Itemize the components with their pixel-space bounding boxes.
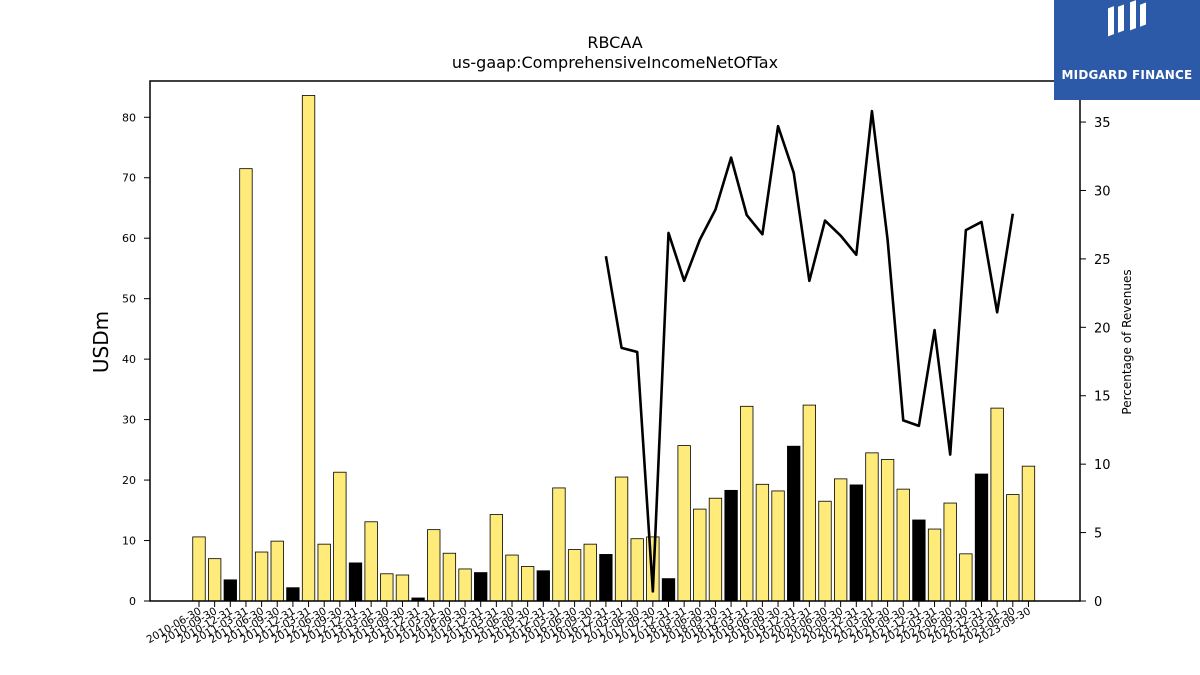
bar-2021-03-31 — [865, 452, 879, 602]
chart-subtitle: us-gaap:ComprehensiveIncomeNetOfTax — [452, 53, 778, 72]
bar-2013-03-31 — [364, 521, 378, 602]
bar-2017-03-31 — [614, 476, 629, 602]
y2-tick-label: 25 — [1094, 253, 1111, 268]
bar-2019-12-31 — [787, 445, 801, 602]
bar-2014-09-30 — [458, 568, 472, 602]
bar-2016-12-31 — [599, 554, 613, 602]
y2-tick-label: 10 — [1094, 458, 1111, 473]
y-tick-label: 20 — [122, 474, 136, 487]
y-tick-label: 30 — [122, 414, 136, 427]
bar-2020-06-30 — [818, 500, 832, 602]
x-axis: 2010-06-302010-09-302010-12-312011-03-31… — [145, 601, 1033, 646]
bar-2014-03-31 — [427, 529, 441, 602]
y2-tick-label: 5 — [1094, 527, 1102, 542]
bar-2016-06-30 — [567, 549, 582, 602]
y2-tick-label: 15 — [1094, 390, 1111, 405]
y-tick-label: 0 — [129, 595, 136, 608]
bar-2018-12-31 — [724, 489, 738, 602]
bar-2015-12-31 — [536, 570, 550, 602]
bar-2016-03-31 — [552, 487, 566, 602]
bar-2021-12-31 — [912, 519, 926, 602]
bar-2021-06-30 — [880, 459, 895, 602]
bar-2011-12-31 — [286, 587, 300, 602]
bar-2022-09-30 — [959, 553, 973, 602]
y-tick-label: 80 — [122, 111, 136, 124]
bar-2016-09-30 — [583, 543, 597, 602]
bar-2010-12-31 — [223, 579, 237, 602]
y-tick-label: 60 — [122, 232, 136, 245]
bar-2011-03-31 — [239, 168, 253, 602]
bar-2023-03-31 — [990, 407, 1004, 602]
y2-tick-label: 20 — [1094, 321, 1111, 336]
y-tick-label: 40 — [122, 353, 136, 366]
pct-revenue-line — [604, 109, 1015, 593]
bar-2022-03-31 — [927, 528, 942, 602]
bar-2019-09-30 — [771, 490, 785, 602]
y-axis-right: 0 5 10 15 20 25 30 35 — [1080, 116, 1111, 610]
bar-2015-03-31 — [489, 514, 504, 602]
bar-2022-06-30 — [943, 502, 957, 602]
bar-2010-09-30 — [207, 558, 222, 602]
bar-2018-09-30 — [708, 497, 723, 602]
line-series — [604, 109, 1015, 593]
y2-axis-label: Percentage of Revenues — [1120, 269, 1134, 414]
bar-2013-09-30 — [395, 574, 410, 602]
bar-2013-06-30 — [380, 573, 394, 602]
bar-2017-06-30 — [630, 538, 644, 602]
bar-series — [192, 95, 1036, 602]
bar-2020-03-31 — [802, 404, 816, 602]
bar-2020-12-31 — [849, 484, 863, 602]
bar-2021-09-30 — [896, 488, 910, 602]
bar-2023-09-30 — [1021, 465, 1036, 602]
plot-frame — [149, 80, 1081, 602]
chart-title: RBCAA — [587, 33, 642, 52]
y-axis-left: 0 10 20 30 40 50 60 70 80 — [122, 111, 150, 608]
y-tick-label: 10 — [122, 535, 136, 548]
bar-2022-12-31 — [974, 473, 989, 602]
bar-2014-06-30 — [442, 552, 457, 602]
y-axis-label: USDm — [89, 311, 113, 373]
bar-2011-06-30 — [254, 551, 269, 602]
bar-2018-03-31 — [677, 445, 691, 602]
bar-2011-09-30 — [270, 540, 284, 602]
bar-2019-03-31 — [740, 405, 754, 602]
y2-tick-label: 30 — [1094, 184, 1111, 199]
y2-tick-label: 35 — [1094, 116, 1111, 131]
logo-mark-icon — [1108, 0, 1146, 37]
bar-2012-06-30 — [317, 543, 331, 602]
bar-2012-09-30 — [333, 471, 347, 602]
bar-2015-06-30 — [505, 554, 519, 602]
bar-2019-06-30 — [755, 483, 770, 602]
logo-text: MIDGARD FINANCE — [1061, 68, 1193, 82]
bar-2020-09-30 — [834, 478, 848, 602]
bar-2010-06-30 — [192, 536, 206, 602]
y2-tick-label: 0 — [1094, 595, 1102, 610]
y-tick-label: 70 — [122, 172, 136, 185]
bar-2012-12-31 — [348, 562, 363, 602]
bar-2017-12-31 — [661, 578, 676, 602]
bar-2023-06-30 — [1006, 494, 1020, 602]
bar-2018-06-30 — [693, 508, 707, 602]
bar-2015-09-30 — [521, 566, 535, 602]
bar-2014-12-31 — [474, 572, 488, 602]
bar-2012-03-31 — [301, 95, 316, 602]
y-tick-label: 50 — [122, 293, 136, 306]
brand-logo: MIDGARD FINANCE — [1054, 0, 1200, 100]
